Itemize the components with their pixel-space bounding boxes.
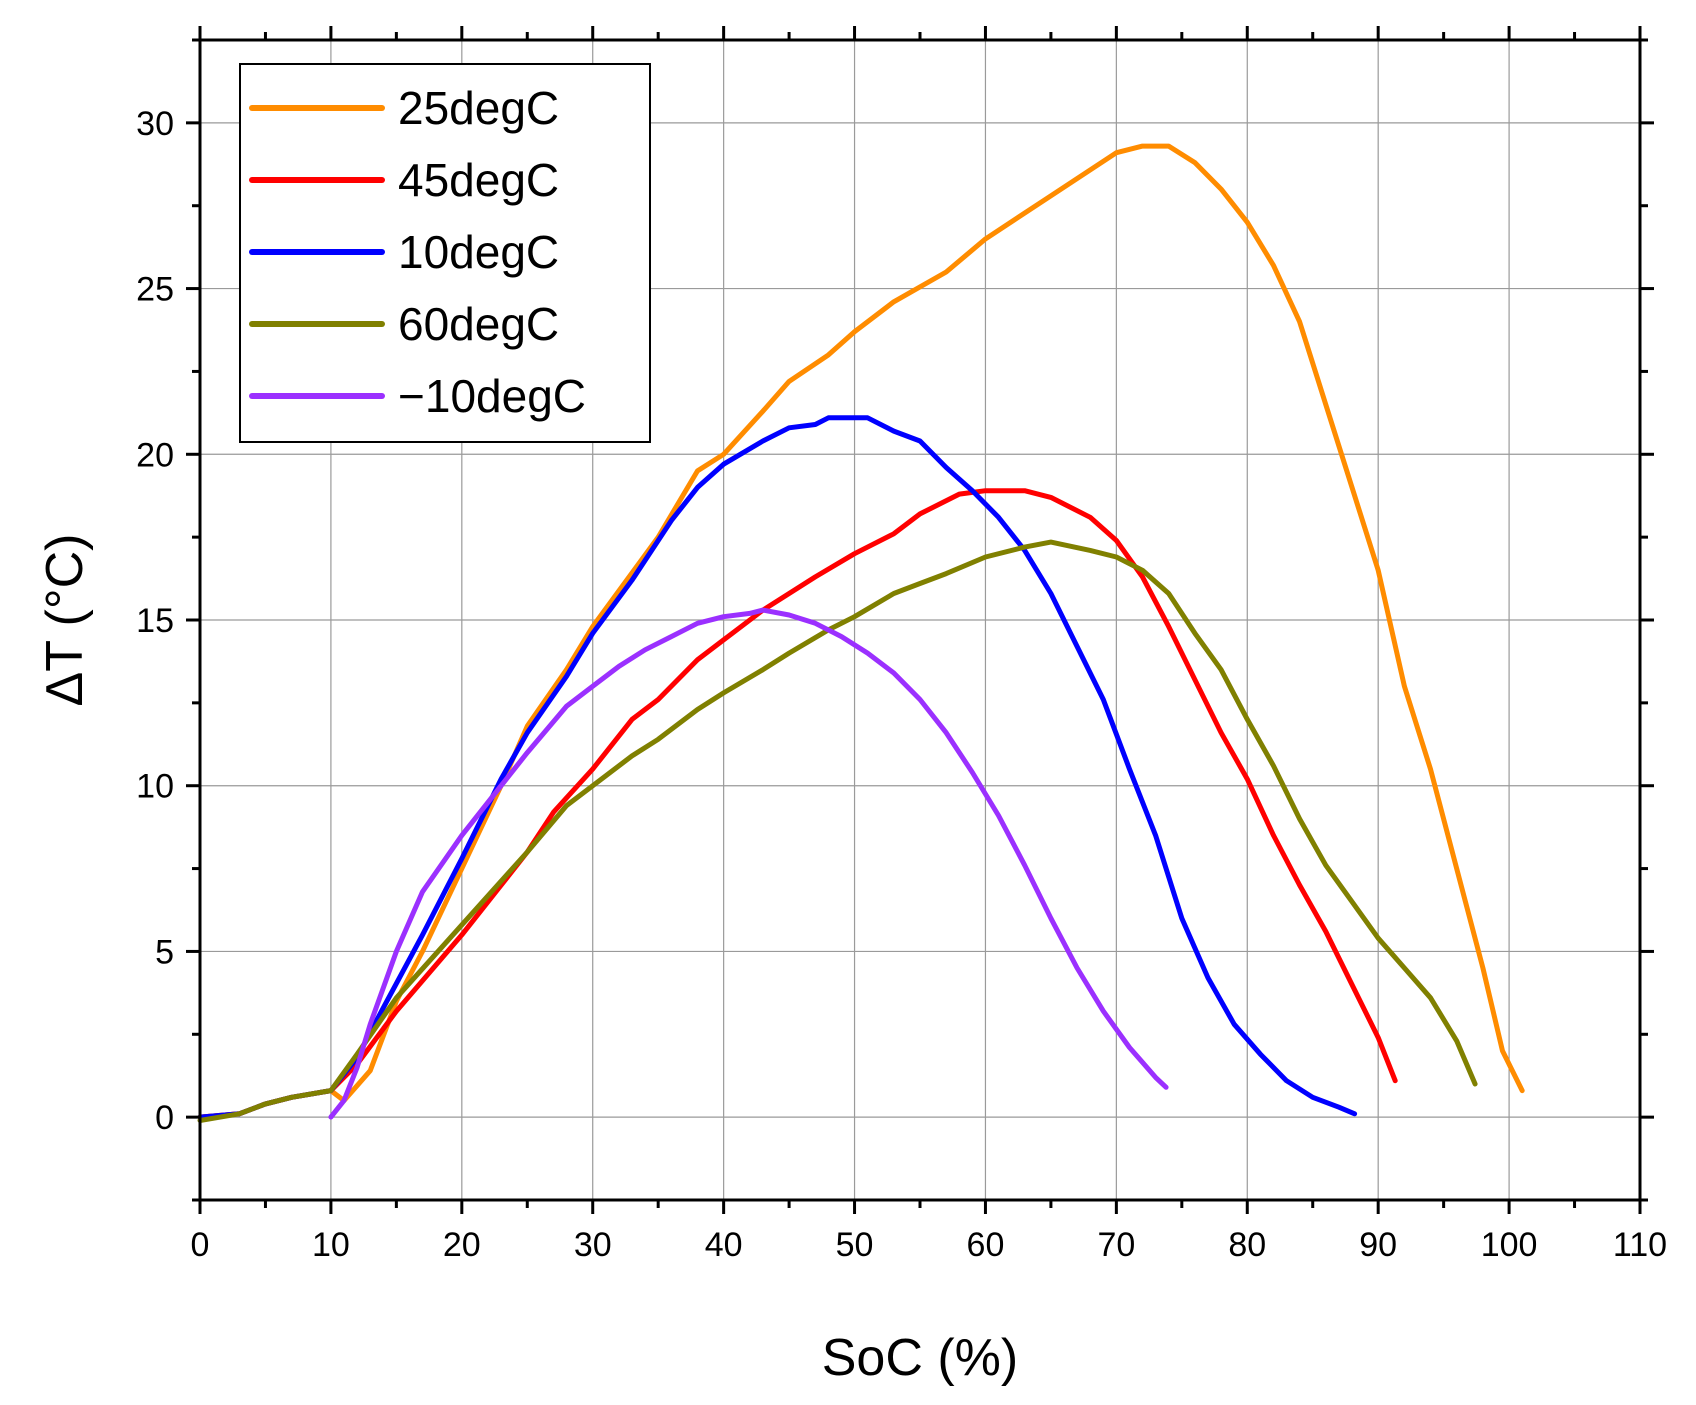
legend-label: −10degC	[398, 370, 586, 422]
x-axis-title: SoC (%)	[822, 1329, 1018, 1387]
x-tick-label: 70	[1097, 1226, 1135, 1264]
x-tick-label: 60	[967, 1226, 1005, 1264]
y-tick-label: 25	[136, 271, 174, 309]
y-tick-label: 10	[136, 768, 174, 806]
y-tick-label: 20	[136, 436, 174, 474]
series-line-2	[197, 415, 1358, 1120]
series-line-4	[328, 607, 1169, 1120]
x-tick-label: 30	[574, 1226, 612, 1264]
legend-label: 45degC	[398, 154, 559, 206]
y-tick-label: 15	[136, 602, 174, 640]
x-tick-label: 110	[1613, 1226, 1667, 1264]
axis-ticks	[186, 26, 1654, 1214]
y-tick-label: 30	[136, 105, 174, 143]
legend: 25degC 45degC 10degC 60degC −10degC	[239, 63, 651, 443]
x-tick-label: 50	[836, 1226, 874, 1264]
tick-labels: 0 10 20 30 40 50 60 70 80 90 100 110 0 5 10 15 20 25 30	[136, 105, 1667, 1264]
y-tick-label: 0	[155, 1099, 174, 1137]
x-tick-label: 10	[312, 1226, 350, 1264]
x-tick-label: 90	[1359, 1226, 1397, 1264]
series-line-0	[197, 143, 1525, 1120]
series-line-3	[197, 539, 1478, 1123]
series-line-1	[197, 488, 1398, 1120]
legend-label: 25degC	[398, 82, 559, 134]
x-tick-label: 40	[705, 1226, 743, 1264]
x-tick-label: 0	[191, 1226, 210, 1264]
legend-label: 10degC	[398, 226, 559, 278]
x-tick-label: 80	[1228, 1226, 1266, 1264]
x-tick-label: 100	[1481, 1226, 1538, 1264]
x-tick-label: 20	[443, 1226, 481, 1264]
y-axis-title: ΔT (°C)	[36, 534, 94, 707]
y-tick-label: 5	[155, 933, 174, 971]
series-lines	[197, 143, 1525, 1123]
legend-label: 60degC	[398, 298, 559, 350]
